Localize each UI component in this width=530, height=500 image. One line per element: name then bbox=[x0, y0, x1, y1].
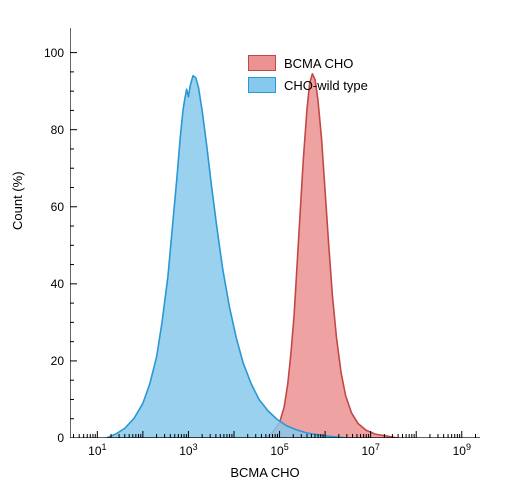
legend: BCMA CHO CHO-wild type bbox=[248, 55, 368, 99]
y-tick-label: 40 bbox=[24, 277, 64, 291]
y-axis-title: Count (%) bbox=[10, 171, 25, 230]
y-tick-label: 80 bbox=[24, 123, 64, 137]
legend-item: BCMA CHO bbox=[248, 55, 368, 71]
legend-item: CHO-wild type bbox=[248, 77, 368, 93]
x-tick-label: 101 bbox=[88, 442, 106, 458]
legend-swatch bbox=[248, 77, 276, 93]
x-axis-title: BCMA CHO bbox=[0, 465, 530, 480]
y-tick-label: 0 bbox=[24, 431, 64, 445]
x-tick-label: 103 bbox=[179, 442, 197, 458]
legend-label: CHO-wild type bbox=[284, 78, 368, 93]
legend-swatch bbox=[248, 55, 276, 71]
y-tick-label: 20 bbox=[24, 354, 64, 368]
x-tick-label: 107 bbox=[361, 442, 379, 458]
series-0 bbox=[266, 74, 398, 438]
y-tick-label: 100 bbox=[24, 46, 64, 60]
x-tick-label: 109 bbox=[453, 442, 471, 458]
x-tick-label: 105 bbox=[270, 442, 288, 458]
chart-container: Count (%) BCMA CHO 0 20 40 60 80 100 101 103 10… bbox=[0, 0, 530, 500]
legend-label: BCMA CHO bbox=[284, 56, 353, 71]
y-tick-label: 60 bbox=[24, 200, 64, 214]
